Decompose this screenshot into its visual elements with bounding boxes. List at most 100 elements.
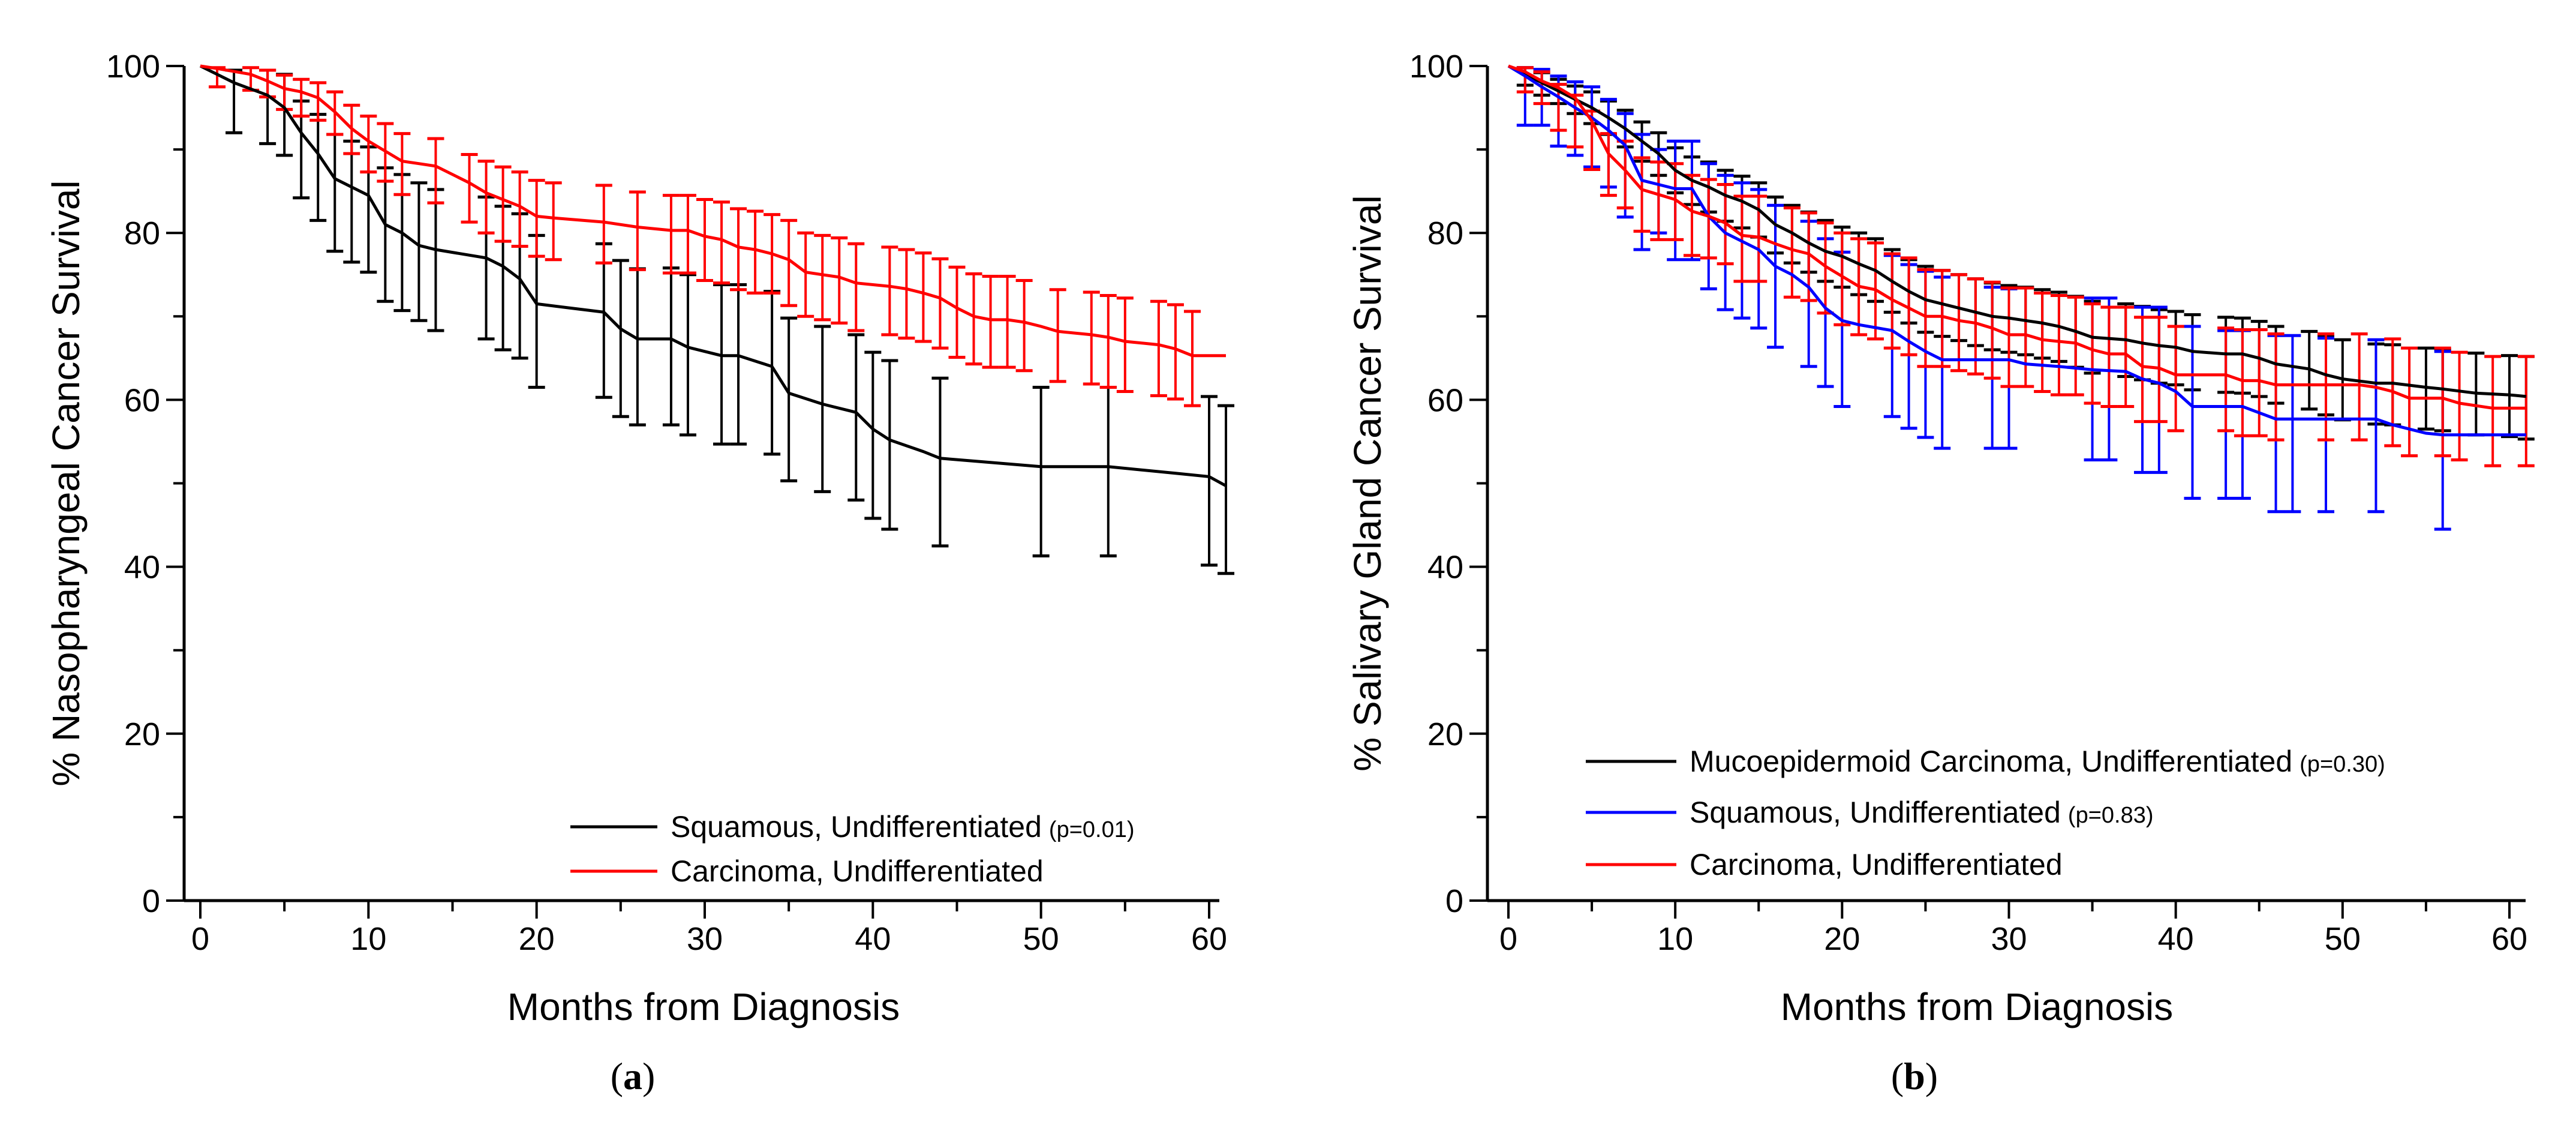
error-bar	[629, 267, 646, 427]
error-bar	[377, 166, 394, 303]
error-bar	[595, 184, 612, 265]
error-bar	[360, 114, 377, 174]
legend-series-name: Mucoepidermoid Carcinoma, Undifferentiat…	[1690, 745, 2292, 778]
error-bar	[477, 160, 495, 235]
error-bar	[999, 275, 1016, 369]
y-tick-label: 80	[124, 215, 160, 251]
x-tick-label: 40	[855, 921, 891, 957]
error-bar	[427, 188, 444, 332]
error-bar	[1983, 280, 2001, 380]
error-bar	[931, 376, 949, 548]
series-1	[209, 66, 1201, 407]
error-bar	[1116, 296, 1134, 393]
error-bar	[1083, 290, 1100, 386]
error-bar	[612, 259, 629, 418]
error-bar	[494, 165, 512, 243]
legend-p-value: (p=0.30)	[2300, 752, 2385, 777]
error-bar	[1099, 294, 1117, 389]
error-bar	[2117, 305, 2135, 409]
error-bar	[696, 198, 713, 282]
error-bar	[545, 181, 562, 262]
error-bar	[2067, 295, 2084, 397]
error-bar	[780, 218, 798, 307]
legend-series-name: Carcinoma, Undifferentiated	[1690, 848, 2063, 881]
y-tick-label: 80	[1427, 215, 1463, 251]
error-bar	[2184, 325, 2201, 500]
panel-label: (a)	[611, 1055, 656, 1097]
error-bar	[713, 200, 731, 285]
error-bar	[1633, 156, 1651, 233]
survival-curve-0	[199, 64, 1227, 487]
error-bar	[679, 194, 696, 275]
error-bar	[1833, 231, 1851, 326]
legend-label: Carcinoma, Undifferentiated	[671, 854, 1044, 888]
error-bar	[764, 290, 781, 456]
error-bar	[2318, 332, 2335, 442]
error-bar	[1934, 269, 1951, 368]
legend: Squamous, Undifferentiated (p=0.01)Carcin…	[570, 810, 1135, 888]
y-tick-label: 100	[1409, 49, 1463, 85]
legend-series-name: Squamous, Undifferentiated	[671, 810, 1042, 844]
y-tick-label: 0	[142, 883, 160, 919]
error-bar	[2034, 291, 2051, 393]
error-bar	[2484, 355, 2502, 467]
error-bar	[2167, 325, 2184, 433]
error-bar	[343, 139, 360, 264]
error-bar	[1049, 288, 1066, 383]
legend-label: Carcinoma, Undifferentiated	[1690, 848, 2063, 881]
error-bar	[1967, 277, 1984, 376]
error-bar	[2000, 286, 2018, 388]
error-bar	[1015, 278, 1033, 373]
panel-letter: b	[1904, 1055, 1925, 1097]
legend-series-name: Squamous, Undifferentiated	[1690, 796, 2061, 829]
error-bar	[2401, 346, 2418, 458]
error-bar	[847, 242, 865, 332]
survival-curve-2	[1508, 64, 2526, 410]
error-bar	[797, 231, 814, 318]
error-bar	[427, 137, 444, 205]
error-bar	[1700, 178, 1717, 260]
error-bar	[814, 233, 831, 322]
error-bar	[2084, 302, 2101, 405]
error-bar	[293, 77, 310, 118]
error-bar	[1616, 139, 1634, 209]
error-bar	[528, 233, 545, 389]
chart-panel-a: 0 20 40 60 80 100 0 10 20 30 40 50 60 Months from Dia…	[44, 49, 1235, 1097]
legend-label: Squamous, Undifferentiated (p=0.83)	[1690, 796, 2154, 829]
y-tick-label: 60	[1427, 382, 1463, 418]
error-bar	[898, 248, 915, 340]
error-bar	[881, 245, 898, 337]
error-bar	[965, 272, 982, 366]
error-bar	[915, 251, 932, 343]
error-bar	[831, 236, 848, 325]
y-tick-label: 40	[1427, 550, 1463, 586]
series-1	[1516, 66, 2451, 531]
y-tick-label: 60	[124, 382, 160, 418]
error-bar	[309, 81, 327, 122]
error-bar	[1032, 386, 1050, 558]
y-tick-label: 20	[124, 716, 160, 752]
series-2	[1516, 66, 2535, 467]
survival-curve-1	[1507, 64, 2526, 437]
error-bar	[2100, 305, 2118, 409]
error-bar	[1201, 395, 1218, 567]
error-bar	[2134, 316, 2151, 424]
x-tick-label: 40	[2158, 921, 2194, 957]
chart-panel-b: 0 20 40 60 80 100 0 10 20 30 40 50 60 Months from Dia…	[1346, 49, 2535, 1097]
error-bar	[595, 242, 612, 399]
x-tick-label: 60	[1191, 921, 1227, 957]
error-bar	[2267, 332, 2285, 442]
y-axis-title: % Salivary Gland Cancer Survival	[1346, 195, 1389, 771]
error-bar	[309, 113, 327, 222]
error-bar	[730, 207, 747, 292]
error-bar	[662, 194, 680, 275]
error-bar	[1733, 194, 1751, 283]
y-axis-title: % Nasopharyngeal Cancer Survival	[44, 180, 88, 786]
error-bar	[1099, 386, 1117, 558]
legend-p-value: (p=0.83)	[2068, 803, 2154, 828]
legend-p-value: (p=0.01)	[1049, 817, 1135, 842]
panel-letter: a	[623, 1055, 642, 1097]
error-bar	[1150, 299, 1167, 397]
paren: (	[611, 1055, 623, 1097]
y-tick-label: 0	[1445, 883, 1463, 919]
